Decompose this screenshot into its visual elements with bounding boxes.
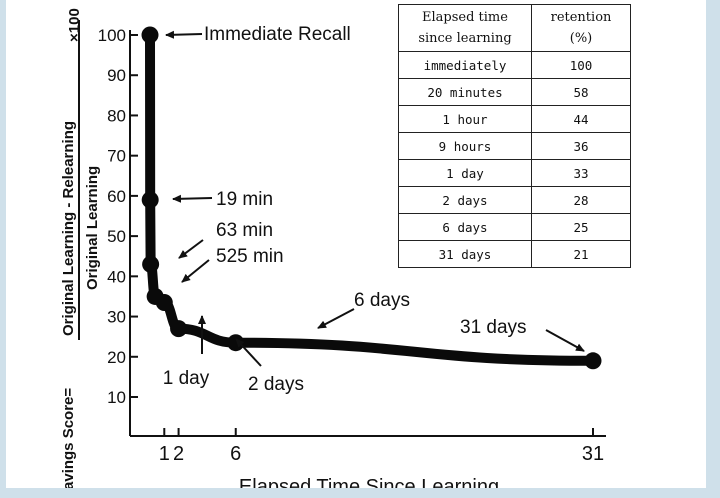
annotations: Immediate Recall 19 min 63 min 525 min 1 day… bbox=[163, 24, 585, 395]
cell-retention: 44 bbox=[531, 105, 631, 133]
retention-table: Elapsed time since learning retention (%… bbox=[398, 4, 631, 268]
annotation-arrow bbox=[178, 239, 204, 259]
annotation-arrow bbox=[165, 30, 203, 39]
cell-retention: 25 bbox=[531, 213, 631, 241]
y-tick-label: 100 bbox=[98, 26, 126, 45]
annotation-label: 6 days bbox=[354, 290, 410, 311]
data-point bbox=[141, 191, 159, 209]
annotation-arrow bbox=[317, 308, 355, 329]
y-axis-label: Savings Score= Original Learning - Relea… bbox=[60, 8, 101, 488]
annotation-label: 19 min bbox=[216, 189, 273, 210]
forgetting-curve-chart: 100 90 80 70 60 50 40 30 20 10 1 2 6 31 Savings Score… bbox=[60, 8, 606, 488]
header-line: retention bbox=[550, 10, 612, 25]
annotation-arrow bbox=[235, 338, 262, 367]
cell-elapsed: 1 day bbox=[398, 159, 532, 187]
annotation-label: 31 days bbox=[460, 317, 527, 338]
y-axis-label-prefix: Savings Score= bbox=[60, 388, 77, 488]
cell-elapsed: immediately bbox=[398, 51, 532, 79]
table-row: 6 days 25 bbox=[398, 213, 631, 241]
table-row: 1 day 33 bbox=[398, 159, 631, 187]
data-point bbox=[155, 293, 173, 311]
x-tick-label: 6 bbox=[230, 443, 241, 465]
cell-retention: 33 bbox=[531, 159, 631, 187]
cell-elapsed: 20 minutes bbox=[398, 78, 532, 106]
annotation-arrow bbox=[545, 329, 585, 352]
cell-elapsed: 31 days bbox=[398, 240, 532, 268]
table-row: 20 minutes 58 bbox=[398, 78, 631, 106]
table-header-row: Elapsed time since learning retention (%… bbox=[398, 4, 631, 52]
annotation-arrow bbox=[172, 194, 213, 203]
x-tick-label: 2 bbox=[173, 443, 184, 465]
annotation-arrow bbox=[181, 259, 210, 283]
data-point bbox=[227, 334, 245, 352]
data-point bbox=[142, 255, 160, 273]
cell-elapsed: 1 hour bbox=[398, 105, 532, 133]
table-row: immediately 100 bbox=[398, 51, 631, 79]
cell-retention: 100 bbox=[531, 51, 631, 79]
annotation-label: 2 days bbox=[248, 374, 304, 395]
table-row: 2 days 28 bbox=[398, 186, 631, 214]
y-axis-label-numerator: Original Learning - Relearning bbox=[60, 121, 77, 336]
y-tick-label: 80 bbox=[107, 106, 126, 125]
table-row: 31 days 21 bbox=[398, 240, 631, 268]
cell-elapsed: 9 hours bbox=[398, 132, 532, 160]
y-tick-label: 90 bbox=[107, 66, 126, 85]
header-line: Elapsed time bbox=[422, 10, 508, 25]
cell-retention: 58 bbox=[531, 78, 631, 106]
table-row: 1 hour 44 bbox=[398, 105, 631, 133]
series-curve bbox=[141, 26, 602, 370]
y-axis-label-multiplier: ×100 bbox=[66, 8, 83, 42]
annotation-label: 525 min bbox=[216, 246, 284, 267]
cell-elapsed: 2 days bbox=[398, 186, 532, 214]
data-point bbox=[141, 26, 159, 44]
cell-elapsed: 6 days bbox=[398, 213, 532, 241]
y-tick-label: 70 bbox=[107, 147, 126, 166]
cell-retention: 36 bbox=[531, 132, 631, 160]
data-point bbox=[170, 320, 188, 338]
y-tick-label: 40 bbox=[107, 267, 126, 286]
cell-retention: 21 bbox=[531, 240, 631, 268]
y-tick-label: 10 bbox=[107, 388, 126, 407]
y-tick-label: 60 bbox=[107, 187, 126, 206]
annotation-label: 63 min bbox=[216, 220, 273, 241]
table-header-elapsed: Elapsed time since learning bbox=[398, 4, 532, 52]
y-tick-label: 20 bbox=[107, 348, 126, 367]
table-row: 9 hours 36 bbox=[398, 132, 631, 160]
x-tick-label: 1 bbox=[159, 443, 170, 465]
x-tick-label: 31 bbox=[582, 443, 604, 465]
header-line: (%) bbox=[569, 31, 593, 46]
data-point bbox=[584, 352, 602, 370]
x-axis-label: Elapsed Time Since Learning bbox=[239, 476, 499, 488]
y-axis-label-denominator: Original Learning bbox=[84, 166, 101, 290]
header-line: since learning bbox=[418, 31, 512, 46]
axes: 100 90 80 70 60 50 40 30 20 10 1 2 6 31 bbox=[98, 26, 606, 465]
chart-frame: 100 90 80 70 60 50 40 30 20 10 1 2 6 31 Savings Score… bbox=[6, 0, 706, 488]
y-tick-label: 30 bbox=[107, 308, 126, 327]
annotation-label: 1 day bbox=[163, 368, 210, 389]
cell-retention: 28 bbox=[531, 186, 631, 214]
table-header-retention: retention (%) bbox=[531, 4, 631, 52]
annotation-label: Immediate Recall bbox=[204, 24, 351, 45]
y-tick-label: 50 bbox=[107, 227, 126, 246]
